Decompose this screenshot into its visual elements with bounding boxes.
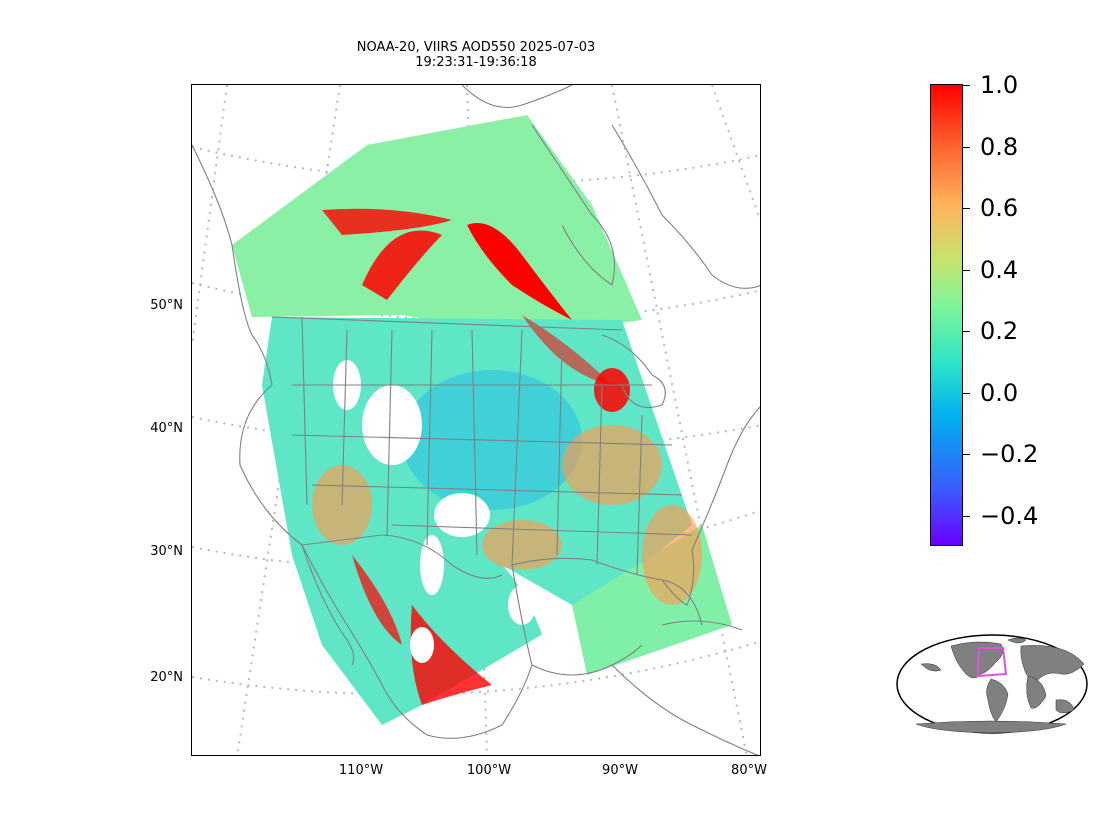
hudson-bay (531, 124, 616, 286)
colorbar-label-0-4: 0.4 (980, 256, 1019, 284)
parallel-20n (192, 640, 760, 696)
high-aod-smoke (322, 208, 630, 705)
colorbar-label-0-6: 0.6 (980, 194, 1019, 222)
great-lakes (601, 334, 666, 409)
colorbar-tick (963, 454, 970, 455)
lon-label-100w: 100°W (466, 763, 512, 778)
colorbar-tick (963, 208, 970, 209)
aod-swath (232, 115, 732, 725)
colorbar-tick (963, 147, 970, 148)
lat-label-50n: 50°N (150, 298, 183, 313)
us-canada-border (271, 316, 623, 331)
colorbar-label-0-8: 0.8 (980, 133, 1019, 161)
colorbar-label-0-2: 0.2 (980, 317, 1019, 345)
lat-label-40n: 40°N (150, 421, 183, 436)
lon-label-110w: 110°W (338, 763, 384, 778)
florida (661, 549, 695, 606)
lat-label-30n: 30°N (150, 544, 183, 559)
title-line-1: NOAA-20, VIIRS AOD550 2025-07-03 (356, 40, 596, 55)
inset-globe (896, 634, 1088, 734)
colorbar (930, 84, 963, 546)
central-america (611, 664, 759, 755)
map-title: NOAA-20, VIIRS AOD550 2025-07-03 19:23:3… (191, 40, 761, 70)
title-line-2: 19:23:31-19:36:18 (415, 55, 537, 70)
colorbar-tick (963, 393, 970, 394)
cuba (661, 620, 743, 631)
swath-north (232, 115, 642, 335)
us-mexico-border (301, 534, 503, 579)
state-lines-west (301, 316, 478, 556)
meridian-80w (711, 85, 760, 223)
baja-california (301, 544, 355, 666)
map-canvas (192, 85, 760, 755)
colorbar-tick (963, 331, 970, 332)
pacific-coast (192, 144, 383, 686)
lon-label-80w: 80°W (731, 763, 767, 778)
gulf-coast (501, 557, 703, 726)
cloud-gaps (333, 360, 536, 663)
colorbar-label-0-0: 0.0 (980, 379, 1019, 407)
lon-label-90w: 90°W (602, 763, 638, 778)
colorbar-tick (963, 516, 970, 517)
arctic-islands (461, 85, 573, 109)
inset-region-box (976, 647, 1008, 678)
colorbar-label-neg-0-4: −0.4 (980, 502, 1039, 530)
state-lines-horizontal (291, 384, 693, 536)
map-panel[interactable] (191, 84, 761, 756)
orange-aod-patches (312, 425, 702, 605)
globe-inset (896, 634, 1088, 734)
colorbar-label-1-0: 1.0 (980, 71, 1019, 99)
colorbar-tick (963, 270, 970, 271)
mexico-west-coast (381, 684, 503, 739)
labrador-coast (611, 124, 760, 289)
colorbar-tick (963, 85, 970, 86)
state-lines-east (511, 329, 643, 576)
coastlines-and-borders (192, 85, 760, 755)
colorbar-label-neg-0-2: −0.2 (980, 440, 1039, 468)
meridian-120w (192, 85, 228, 346)
yucatan (531, 644, 643, 676)
atlantic-coast (691, 406, 760, 551)
lat-label-20n: 20°N (150, 670, 183, 685)
globe-land (915, 637, 1085, 734)
